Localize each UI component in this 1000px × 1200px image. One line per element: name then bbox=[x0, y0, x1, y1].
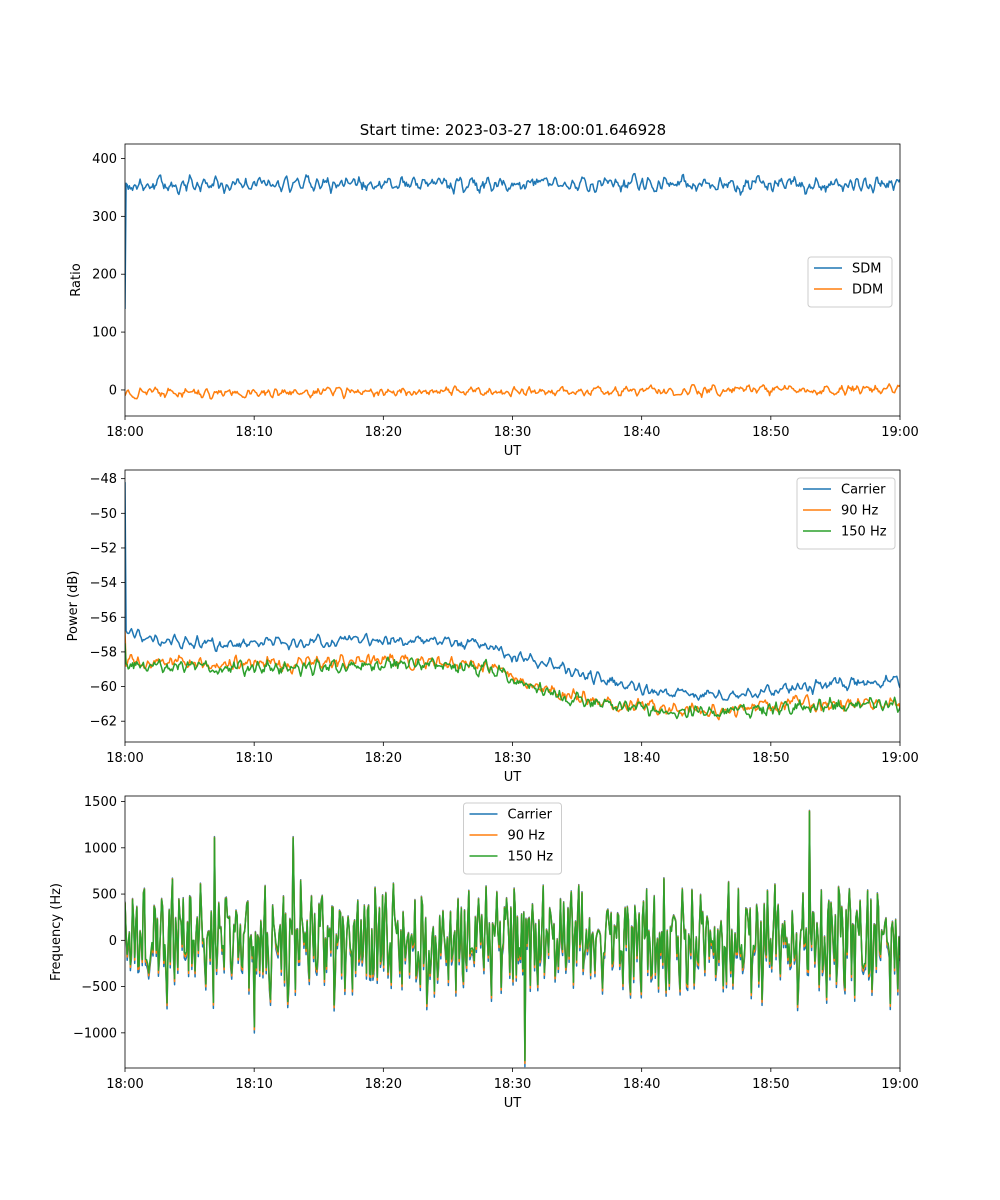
x-axis-label: UT bbox=[504, 770, 522, 785]
x-tick-label: 18:30 bbox=[494, 1077, 531, 1092]
y-tick-label: 400 bbox=[92, 152, 117, 167]
legend-entry: Carrier bbox=[508, 808, 553, 823]
y-tick-label: 0 bbox=[109, 383, 117, 398]
y-tick-label: 0 bbox=[109, 934, 117, 949]
x-tick-label: 18:50 bbox=[752, 425, 789, 440]
x-tick-label: 18:10 bbox=[235, 425, 272, 440]
y-tick-label: 100 bbox=[92, 326, 117, 341]
y-tick-label: −48 bbox=[90, 472, 117, 487]
legend: SDM DDM bbox=[807, 256, 893, 308]
figure-title: Start time: 2023-03-27 18:00:01.646928 bbox=[360, 121, 666, 139]
y-tick-label: −56 bbox=[90, 611, 117, 626]
x-tick-label: 18:20 bbox=[365, 751, 402, 766]
power-panel: 18:00 18:10 18:20 18:30 18:40 18:50 19:00 −62 −6… bbox=[66, 469, 919, 785]
x-tick-label: 18:40 bbox=[623, 1077, 660, 1092]
y-tick-label: 200 bbox=[92, 268, 117, 283]
legend: Carrier 90 Hz 150 Hz bbox=[796, 477, 896, 550]
y-tick-label: −60 bbox=[90, 680, 117, 695]
legend-entry: 90 Hz bbox=[508, 829, 545, 844]
x-tick-label: 18:10 bbox=[235, 751, 272, 766]
y-tick-label: −50 bbox=[90, 507, 117, 522]
x-axis-label: UT bbox=[504, 444, 522, 459]
x-tick-label: 18:00 bbox=[106, 425, 143, 440]
x-tick-label: 18:30 bbox=[494, 751, 531, 766]
y-tick-label: −52 bbox=[90, 541, 117, 556]
y-tick-label: −1000 bbox=[73, 1026, 117, 1041]
x-tick-label: 18:00 bbox=[106, 751, 143, 766]
x-tick-label: 18:30 bbox=[494, 425, 531, 440]
x-tick-label: 18:20 bbox=[365, 1077, 402, 1092]
legend-box bbox=[807, 256, 893, 308]
y-tick-label: 1000 bbox=[84, 841, 117, 856]
series-line-sdm bbox=[125, 172, 900, 309]
x-tick-label: 19:00 bbox=[881, 1077, 918, 1092]
x-tick-label: 18:50 bbox=[752, 751, 789, 766]
frequency-panel: 18:00 18:10 18:20 18:30 18:40 18:50 19:00 −1000… bbox=[49, 795, 919, 1111]
series-line-90-hz bbox=[125, 631, 900, 721]
y-tick-label: 300 bbox=[92, 210, 117, 225]
y-tick-label: −58 bbox=[90, 645, 117, 660]
y-axis-label: Ratio bbox=[69, 263, 84, 296]
series-line-150-hz bbox=[125, 643, 900, 720]
y-tick-label: −500 bbox=[81, 980, 117, 995]
legend-entry: Carrier bbox=[841, 483, 886, 498]
axes-frame bbox=[124, 469, 901, 743]
x-tick-label: 18:10 bbox=[235, 1077, 272, 1092]
y-axis-label: Frequency (Hz) bbox=[49, 883, 64, 981]
x-tick-label: 18:50 bbox=[752, 1077, 789, 1092]
ratio-panel: 18:00 18:10 18:20 18:30 18:40 18:50 19:00 0 100 2… bbox=[69, 143, 919, 459]
legend: Carrier 90 Hz 150 Hz bbox=[463, 802, 562, 875]
series-line-ddm bbox=[125, 383, 900, 400]
x-tick-label: 19:00 bbox=[881, 425, 918, 440]
y-axis-label: Power (dB) bbox=[66, 571, 81, 642]
legend-entry: 150 Hz bbox=[841, 525, 887, 540]
x-axis-label: UT bbox=[504, 1096, 522, 1111]
series-line-carrier bbox=[125, 482, 900, 701]
legend-entry: SDM bbox=[852, 262, 881, 277]
y-tick-label: 500 bbox=[92, 888, 117, 903]
legend-entry: DDM bbox=[852, 283, 883, 298]
legend-entry: 150 Hz bbox=[508, 850, 554, 865]
y-tick-label: −54 bbox=[90, 576, 117, 591]
x-tick-label: 18:20 bbox=[365, 425, 402, 440]
x-tick-label: 18:40 bbox=[623, 425, 660, 440]
x-tick-label: 18:00 bbox=[106, 1077, 143, 1092]
y-tick-label: 1500 bbox=[84, 795, 117, 810]
x-tick-label: 19:00 bbox=[881, 751, 918, 766]
x-tick-label: 18:40 bbox=[623, 751, 660, 766]
series-line-150-hz bbox=[125, 810, 900, 1062]
legend-entry: 90 Hz bbox=[841, 504, 878, 519]
y-tick-label: −62 bbox=[90, 715, 117, 730]
